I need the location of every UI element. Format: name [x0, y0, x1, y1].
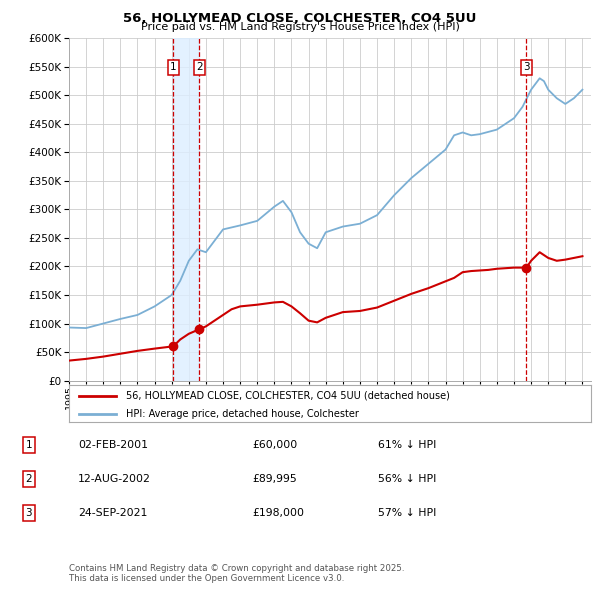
Text: HPI: Average price, detached house, Colchester: HPI: Average price, detached house, Colc… [127, 409, 359, 419]
Text: 57% ↓ HPI: 57% ↓ HPI [378, 509, 436, 518]
Text: 1: 1 [25, 440, 32, 450]
Text: 2: 2 [25, 474, 32, 484]
Text: 24-SEP-2021: 24-SEP-2021 [78, 509, 148, 518]
Text: £89,995: £89,995 [252, 474, 297, 484]
Text: 56% ↓ HPI: 56% ↓ HPI [378, 474, 436, 484]
Text: 3: 3 [523, 63, 530, 73]
Text: 3: 3 [25, 509, 32, 518]
Text: 12-AUG-2002: 12-AUG-2002 [78, 474, 151, 484]
Bar [173, 38, 199, 381]
Text: Price paid vs. HM Land Registry's House Price Index (HPI): Price paid vs. HM Land Registry's House … [140, 22, 460, 32]
Text: £198,000: £198,000 [252, 509, 304, 518]
Text: 1: 1 [170, 63, 176, 73]
Text: £60,000: £60,000 [252, 440, 297, 450]
Text: 61% ↓ HPI: 61% ↓ HPI [378, 440, 436, 450]
Text: 2: 2 [196, 63, 203, 73]
Text: 56, HOLLYMEAD CLOSE, COLCHESTER, CO4 5UU: 56, HOLLYMEAD CLOSE, COLCHESTER, CO4 5UU [124, 12, 476, 25]
Text: Contains HM Land Registry data © Crown copyright and database right 2025.
This d: Contains HM Land Registry data © Crown c… [69, 563, 404, 583]
Text: 56, HOLLYMEAD CLOSE, COLCHESTER, CO4 5UU (detached house): 56, HOLLYMEAD CLOSE, COLCHESTER, CO4 5UU… [127, 391, 450, 401]
Text: 02-FEB-2001: 02-FEB-2001 [78, 440, 148, 450]
